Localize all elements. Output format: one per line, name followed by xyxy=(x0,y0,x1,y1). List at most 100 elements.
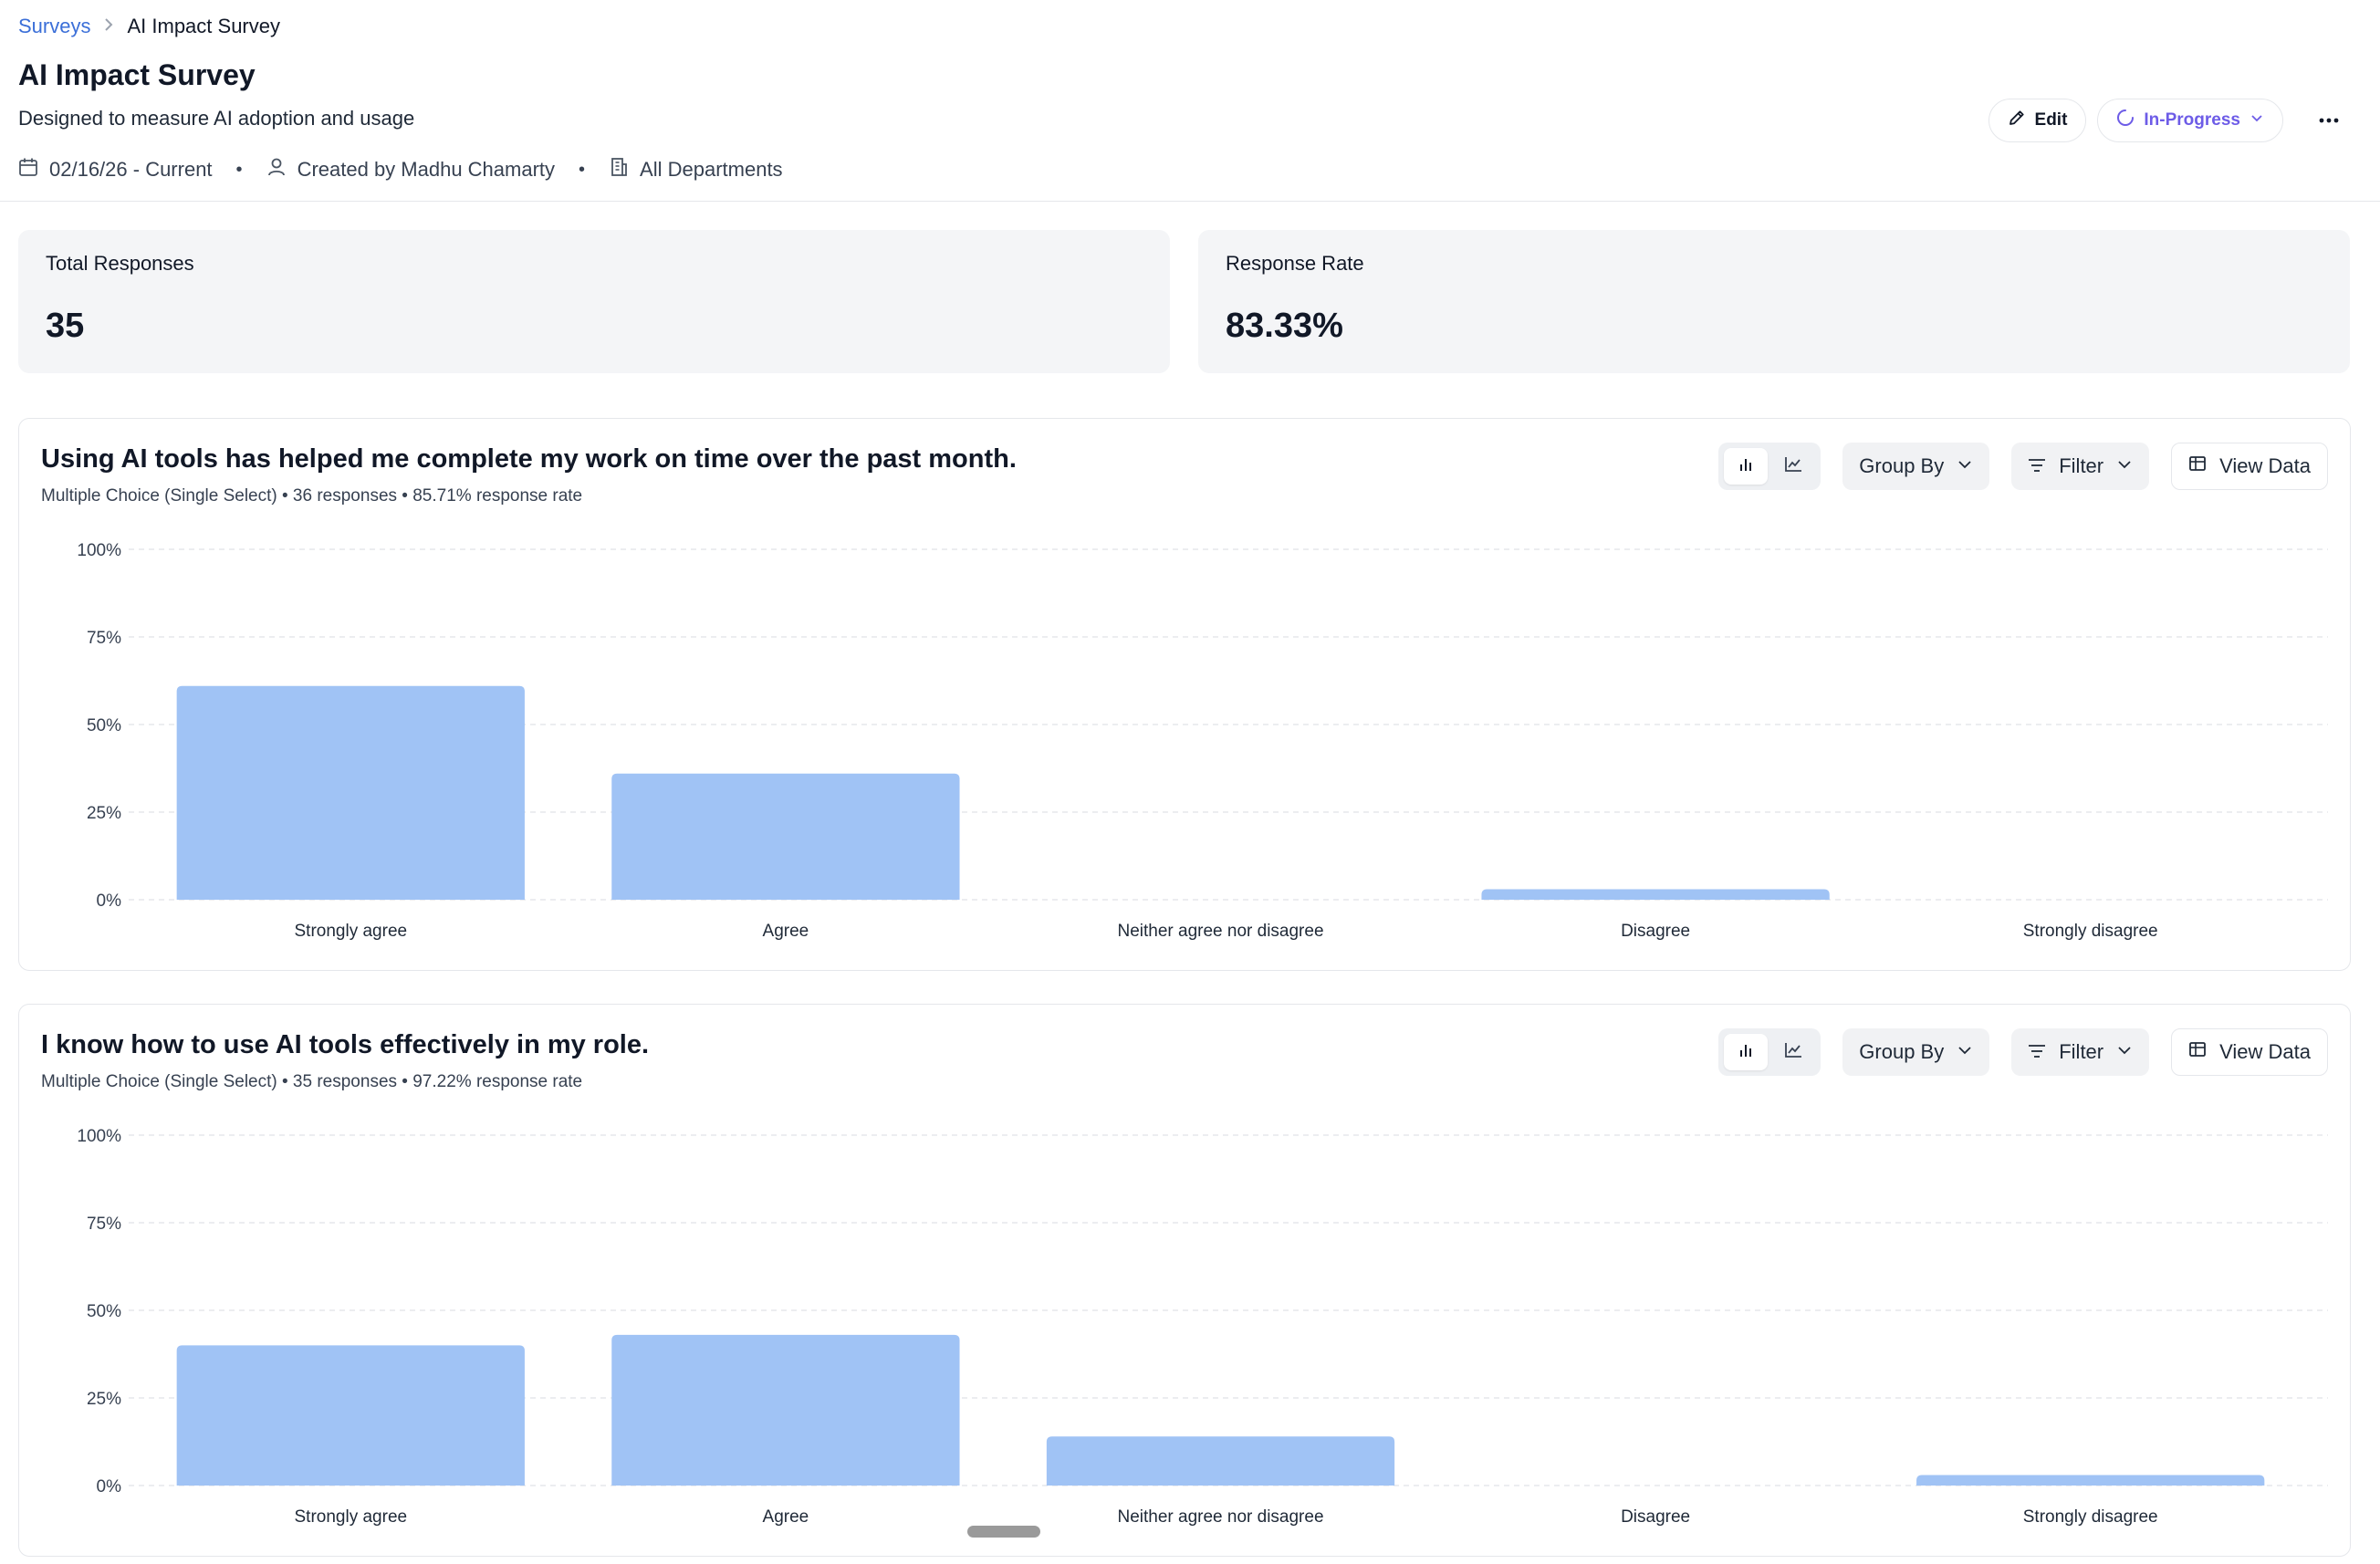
page-description: Designed to measure AI adoption and usag… xyxy=(18,107,415,130)
bar-chart-icon xyxy=(1738,1042,1754,1063)
total-responses-value: 35 xyxy=(46,307,85,345)
line-chart-toggle[interactable] xyxy=(1771,448,1815,485)
bar[interactable] xyxy=(176,685,525,900)
breadcrumb-current: AI Impact Survey xyxy=(127,15,280,37)
edit-button-label: Edit xyxy=(2034,110,2068,130)
table-icon xyxy=(2188,1040,2207,1064)
separator-dot: • xyxy=(579,159,586,180)
x-tick-label: Neither agree nor disagree xyxy=(1117,1507,1323,1527)
breadcrumb-surveys-link[interactable]: Surveys xyxy=(18,15,91,37)
filter-label: Filter xyxy=(2059,454,2104,477)
bar-chart-toggle[interactable] xyxy=(1724,1034,1769,1070)
x-tick-label: Disagree xyxy=(1621,922,1690,941)
building-icon xyxy=(609,157,629,182)
group-by-label: Group By xyxy=(1859,1040,1945,1063)
departments-text: All Departments xyxy=(640,158,783,181)
departments: All Departments xyxy=(609,157,783,182)
y-tick-label: 75% xyxy=(87,1215,121,1234)
filter-icon xyxy=(2028,1040,2046,1064)
bar[interactable] xyxy=(1046,1436,1395,1486)
question-card: 0% 25% 50% 75% 100% Strongly agree Agree Neithe… xyxy=(18,1004,2351,1557)
line-chart-icon xyxy=(1784,1042,1802,1063)
view-data-button[interactable]: View Data xyxy=(2171,443,2328,490)
group-by-dropdown[interactable]: Group By xyxy=(1842,1028,1990,1076)
bar[interactable] xyxy=(611,1334,960,1486)
view-data-label: View Data xyxy=(2219,1040,2311,1063)
y-tick-label: 100% xyxy=(77,541,121,560)
chart-type-toggle xyxy=(1718,443,1822,490)
x-tick-label: Strongly agree xyxy=(295,922,408,941)
x-tick-label: Agree xyxy=(763,1507,809,1527)
question-title: I know how to use AI tools effectively i… xyxy=(41,1030,650,1059)
survey-meta: 02/16/26 - Current • Created by Madhu Ch… xyxy=(18,157,783,182)
bar-chart-icon xyxy=(1738,456,1754,477)
bar[interactable] xyxy=(176,1345,525,1486)
filter-label: Filter xyxy=(2059,1040,2104,1063)
breadcrumb: Surveys AI Impact Survey xyxy=(18,15,280,38)
chevron-down-icon xyxy=(1957,454,1973,478)
filter-dropdown[interactable]: Filter xyxy=(2011,1028,2150,1076)
view-data-button[interactable]: View Data xyxy=(2171,1028,2328,1076)
filter-icon xyxy=(2028,454,2046,478)
pencil-icon xyxy=(2008,109,2026,132)
chart-toolbar: Group By Filter View Data xyxy=(1718,443,2328,490)
page-title: AI Impact Survey xyxy=(18,58,256,91)
x-tick-label: Strongly disagree xyxy=(2023,1507,2158,1527)
horizontal-scrollbar[interactable] xyxy=(967,1526,1040,1538)
date-range-text: 02/16/26 - Current xyxy=(49,158,213,181)
line-chart-toggle[interactable] xyxy=(1771,1034,1815,1070)
status-dropdown[interactable]: In-Progress xyxy=(2097,99,2283,142)
x-tick-label: Disagree xyxy=(1621,1507,1690,1527)
x-tick-label: Agree xyxy=(763,922,809,941)
y-tick-label: 0% xyxy=(97,1477,122,1496)
date-range: 02/16/26 - Current xyxy=(18,157,213,182)
chart-toolbar: Group By Filter View Data xyxy=(1718,1028,2328,1076)
header-divider xyxy=(0,201,2380,202)
bar[interactable] xyxy=(1916,1475,2265,1486)
chevron-right-icon xyxy=(103,16,114,37)
chevron-down-icon xyxy=(2250,110,2264,130)
more-options-button[interactable] xyxy=(2307,99,2351,142)
y-tick-label: 50% xyxy=(87,1302,121,1321)
user-icon xyxy=(266,157,287,182)
edit-button[interactable]: Edit xyxy=(1988,99,2087,142)
chevron-down-icon xyxy=(2116,454,2133,478)
question-subtitle: Multiple Choice (Single Select) • 35 res… xyxy=(41,1072,583,1091)
y-tick-label: 25% xyxy=(87,804,121,823)
header-actions: Edit In-Progress xyxy=(1988,99,2351,142)
question-card: 0% 25% 50% 75% 100% Strongly agree Agree Neithe… xyxy=(18,418,2351,971)
response-rate-value: 83.33% xyxy=(1226,307,1343,345)
table-icon xyxy=(2188,454,2207,478)
y-tick-label: 75% xyxy=(87,629,121,648)
chart-type-toggle xyxy=(1718,1028,1822,1076)
total-responses-label: Total Responses xyxy=(46,252,194,275)
x-tick-label: Strongly agree xyxy=(295,1507,408,1527)
bar[interactable] xyxy=(1481,889,1830,900)
bar[interactable] xyxy=(611,773,960,900)
x-tick-label: Strongly disagree xyxy=(2023,922,2158,941)
question-subtitle: Multiple Choice (Single Select) • 36 res… xyxy=(41,486,583,506)
x-tick-label: Neither agree nor disagree xyxy=(1117,922,1323,941)
status-label: In-Progress xyxy=(2144,110,2240,130)
y-tick-label: 25% xyxy=(87,1390,121,1409)
question-title: Using AI tools has helped me complete my… xyxy=(41,444,1017,474)
created-by-text: Created by Madhu Chamarty xyxy=(297,158,556,181)
view-data-label: View Data xyxy=(2219,454,2311,477)
filter-dropdown[interactable]: Filter xyxy=(2011,443,2150,490)
chevron-down-icon xyxy=(2116,1040,2133,1064)
separator-dot: • xyxy=(235,159,243,180)
created-by: Created by Madhu Chamarty xyxy=(266,157,555,182)
loading-icon xyxy=(2116,109,2135,132)
line-chart-icon xyxy=(1784,456,1802,477)
ellipsis-icon xyxy=(2318,112,2340,129)
calendar-icon xyxy=(18,157,38,182)
y-tick-label: 0% xyxy=(97,891,122,911)
chevron-down-icon xyxy=(1957,1040,1973,1064)
bar-chart-toggle[interactable] xyxy=(1724,448,1769,485)
response-rate-card: Response Rate 83.33% xyxy=(1198,230,2350,373)
bar-chart: 0% 25% 50% 75% 100% Strongly agree Agree Neithe… xyxy=(77,541,2328,941)
y-tick-label: 50% xyxy=(87,716,121,735)
group-by-dropdown[interactable]: Group By xyxy=(1842,443,1990,490)
y-tick-label: 100% xyxy=(77,1127,121,1146)
total-responses-card: Total Responses 35 xyxy=(18,230,1170,373)
